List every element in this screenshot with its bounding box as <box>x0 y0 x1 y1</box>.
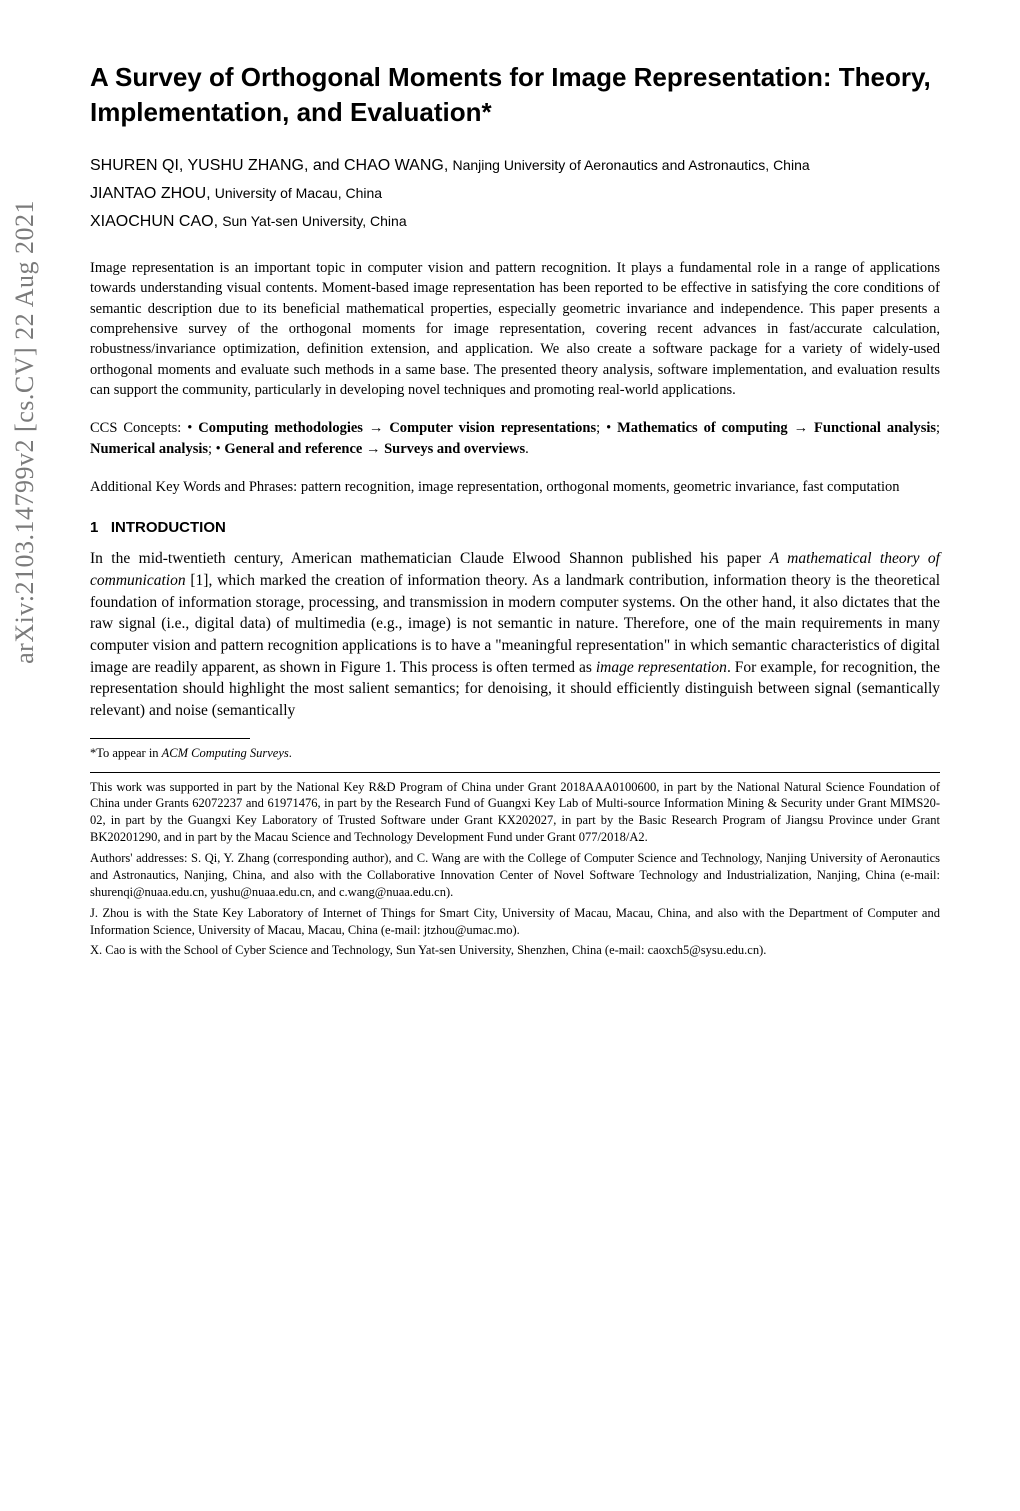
address-2: J. Zhou is with the State Key Laboratory… <box>90 905 940 939</box>
ccs-concepts: CCS Concepts: • Computing methodologies … <box>90 418 940 459</box>
intro-i2: image representation <box>596 659 727 676</box>
address-1: Authors' addresses: S. Qi, Y. Zhang (cor… <box>90 850 940 901</box>
footnote1-p2: . <box>289 746 292 760</box>
ccs-p7: → <box>362 441 384 457</box>
abstract: Image representation is an important top… <box>90 258 940 400</box>
keywords: Additional Key Words and Phrases: patter… <box>90 477 940 497</box>
author-line-1: SHUREN QI, YUSHU ZHANG, and CHAO WANG, N… <box>90 154 940 178</box>
address-3: X. Cao is with the School of Cyber Scien… <box>90 942 940 959</box>
author-line-3: XIAOCHUN CAO, Sun Yat-sen University, Ch… <box>90 210 940 234</box>
ccs-b1: Computing methodologies <box>198 420 363 436</box>
ccs-b4: Functional analysis <box>814 420 936 436</box>
ccs-b2: Computer vision representations <box>389 420 596 436</box>
author-names-2: JIANTAO ZHOU, <box>90 185 211 202</box>
title-text: A Survey of Orthogonal Moments for Image… <box>90 62 931 127</box>
ccs-b7: Surveys and overviews <box>384 441 525 457</box>
footnote-separator <box>90 738 250 739</box>
ccs-p3: ; • <box>596 420 617 436</box>
title-footnote-marker: * <box>482 97 492 127</box>
footnote1-i1: ACM Computing Surveys <box>162 746 289 760</box>
keywords-text: pattern recognition, image representatio… <box>297 479 899 495</box>
funding-separator <box>90 772 940 773</box>
ccs-p2: → <box>363 420 389 436</box>
ccs-b5: Numerical analysis <box>90 441 208 457</box>
author-affil-1: Nanjing University of Aeronautics and As… <box>452 157 809 173</box>
ccs-p4: → <box>788 420 814 436</box>
author-line-2: JIANTAO ZHOU, University of Macau, China <box>90 182 940 206</box>
paper-content: A Survey of Orthogonal Moments for Image… <box>50 0 1020 1003</box>
arxiv-id: arXiv:2103.14799v2 [cs.CV] 22 Aug 2021 <box>10 200 40 664</box>
section-heading: 1 INTRODUCTION <box>90 519 940 536</box>
funding-text: This work was supported in part by the N… <box>90 779 940 847</box>
ccs-b6: General and reference <box>224 441 362 457</box>
section-number: 1 <box>90 519 98 536</box>
ccs-p6: ; • <box>208 441 224 457</box>
intro-paragraph: In the mid-twentieth century, American m… <box>90 548 940 722</box>
ccs-label: CCS Concepts: <box>90 420 181 436</box>
section-title: INTRODUCTION <box>111 519 226 536</box>
keywords-label: Additional Key Words and Phrases: <box>90 479 297 495</box>
ccs-p5: ; <box>936 420 940 436</box>
ccs-b3: Mathematics of computing <box>617 420 788 436</box>
author-names-3: XIAOCHUN CAO, <box>90 213 218 230</box>
intro-p1: In the mid-twentieth century, American m… <box>90 550 770 567</box>
paper-title: A Survey of Orthogonal Moments for Image… <box>90 60 940 130</box>
author-names-1: SHUREN QI, YUSHU ZHANG, and CHAO WANG, <box>90 157 448 174</box>
ccs-p1: • <box>181 420 198 436</box>
arxiv-sidebar: arXiv:2103.14799v2 [cs.CV] 22 Aug 2021 <box>0 0 50 1003</box>
ccs-p8: . <box>525 441 529 457</box>
footnote-appear: *To appear in ACM Computing Surveys. <box>90 745 940 762</box>
author-affil-3: Sun Yat-sen University, China <box>222 213 406 229</box>
author-affil-2: University of Macau, China <box>215 185 382 201</box>
footnote1-p1: To appear in <box>96 746 161 760</box>
